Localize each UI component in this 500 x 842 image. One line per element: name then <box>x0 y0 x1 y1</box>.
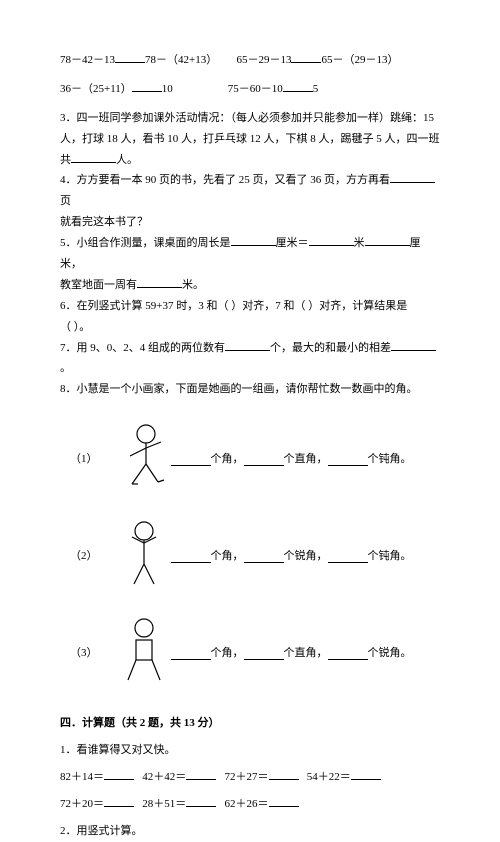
t: 教室地面一周有 <box>60 279 137 291</box>
blank <box>269 795 299 807</box>
q3-l1: 3．四一班同学参加课外活动情况：（每人必须参加并只能参加一样）跳绳：15 <box>60 108 440 129</box>
q3-l3: 共 人。 <box>60 150 440 171</box>
blank <box>137 276 182 288</box>
t: 页 <box>60 195 71 207</box>
t: 62＋26＝ <box>225 798 269 810</box>
blank <box>391 339 436 351</box>
t: 42＋42＝ <box>142 771 186 783</box>
blank <box>390 171 435 183</box>
eq-line-2: 36－（25+11） 10 75－60－10 5 <box>60 79 440 100</box>
t: 共 <box>60 154 71 166</box>
figure-2: （2） 个角， 个锐角， 个钝角。 <box>60 519 440 594</box>
eq-line-1: 78－42－13 78－（42+13） 65－29－13 65－（29－13） <box>60 50 440 71</box>
q7: 7．用 9、0、2、4 组成的两位数有 个，最大的和最小的相差。 <box>60 338 440 380</box>
blank <box>244 454 284 466</box>
blank <box>104 768 134 780</box>
eq2b: 10 <box>162 83 173 95</box>
q8: 8．小慧是一个小画家，下面是她画的一组画，请你帮忙数一数画中的角。 <box>60 379 440 400</box>
blank <box>171 454 211 466</box>
t: 人。 <box>116 154 138 166</box>
eq1d: 65－（29－13） <box>321 54 398 66</box>
eq1c: 65－29－13 <box>236 54 291 66</box>
blank <box>328 648 368 660</box>
blank <box>283 80 313 92</box>
q3-l2: 人，打球 18 人，看书 10 人，打乒乓球 12 人，下棋 8 人，踢毽子 5… <box>60 129 440 150</box>
t: 82＋14＝ <box>60 771 104 783</box>
eq2c: 75－60－10 <box>228 83 283 95</box>
fig3-label: （3） <box>70 643 98 664</box>
section-4-title: 四．计算题（共 2 题，共 13 分） <box>60 713 440 734</box>
t: 。 <box>60 362 71 374</box>
blank <box>269 768 299 780</box>
t: 个直角， <box>284 449 328 470</box>
figure-3: （3） 个角， 个直角， 个锐角。 <box>60 616 440 691</box>
t: 7．用 9、0、2、4 组成的两位数有 <box>60 342 225 354</box>
t: 72＋27＝ <box>225 771 269 783</box>
blank <box>132 80 162 92</box>
stick-figure-2-icon <box>116 519 171 594</box>
eq2d: 5 <box>313 83 319 95</box>
blank <box>328 454 368 466</box>
t: 个角， <box>211 643 244 664</box>
t: 厘米＝ <box>276 237 309 249</box>
q3: 3．四一班同学参加课外活动情况：（每人必须参加并只能参加一样）跳绳：15 人，打… <box>60 108 440 171</box>
t: 米 <box>354 237 365 249</box>
t: 个钝角。 <box>368 546 412 567</box>
q5-l1: 5．小组合作测量，课桌面的周长是厘米＝米厘米， <box>60 233 440 275</box>
q4-l2: 就看完这本书了？ <box>60 212 440 233</box>
blank <box>231 234 276 246</box>
blank <box>365 234 410 246</box>
t: 米。 <box>182 279 204 291</box>
eq1a: 78－42－13 <box>60 54 115 66</box>
blank <box>351 768 381 780</box>
fig1-label: （1） <box>70 449 98 470</box>
t: 28＋51＝ <box>142 798 186 810</box>
q6: 6．在列竖式计算 59+37 时，3 和（ ）对齐，7 和（ ）对齐，计算结果是… <box>60 296 440 338</box>
calc1-title: 1．看谁算得又对又快。 <box>60 740 440 761</box>
blank <box>309 234 354 246</box>
blank <box>225 339 270 351</box>
t: 个锐角。 <box>368 643 412 664</box>
fig2-label: （2） <box>70 546 98 567</box>
blank <box>244 648 284 660</box>
q6-l2: （ ）。 <box>60 317 440 338</box>
blank <box>328 551 368 563</box>
calc-row-1: 82＋14＝ 42＋42＝ 72＋27＝ 54＋22＝ <box>60 767 440 788</box>
q4: 4．方方要看一本 90 页的书，先看了 25 页，又看了 36 页，方方再看页 … <box>60 170 440 233</box>
blank <box>186 795 216 807</box>
eq1b: 78－（42+13） <box>145 54 217 66</box>
blank <box>186 768 216 780</box>
blank <box>291 51 321 63</box>
stick-figure-3-icon <box>116 616 171 691</box>
t: 个角， <box>211 546 244 567</box>
q5-l2: 教室地面一周有 米。 <box>60 275 440 296</box>
q6-l1: 6．在列竖式计算 59+37 时，3 和（ ）对齐，7 和（ ）对齐，计算结果是 <box>60 296 440 317</box>
stick-figure-1-icon <box>116 422 171 497</box>
calc2-title: 2．用竖式计算。 <box>60 821 440 842</box>
t: 个钝角。 <box>368 449 412 470</box>
t: 5．小组合作测量，课桌面的周长是 <box>60 237 231 249</box>
t: 个角， <box>211 449 244 470</box>
blank <box>104 795 134 807</box>
eq2a: 36－（25+11） <box>60 83 132 95</box>
t: 个直角， <box>284 643 328 664</box>
t: 72＋20＝ <box>60 798 104 810</box>
blank <box>115 51 145 63</box>
blank <box>171 648 211 660</box>
t: 54＋22＝ <box>307 771 351 783</box>
blank <box>71 151 116 163</box>
q4-l1: 4．方方要看一本 90 页的书，先看了 25 页，又看了 36 页，方方再看页 <box>60 170 440 212</box>
figure-1: （1） 个角， 个直角， 个钝角。 <box>60 422 440 497</box>
t: 4．方方要看一本 90 页的书，先看了 25 页，又看了 36 页，方方再看 <box>60 174 390 186</box>
t: 个锐角， <box>284 546 328 567</box>
blank <box>171 551 211 563</box>
blank <box>244 551 284 563</box>
t: 个，最大的和最小的相差 <box>270 342 391 354</box>
q5: 5．小组合作测量，课桌面的周长是厘米＝米厘米， 教室地面一周有米。 <box>60 233 440 296</box>
calc-row-2: 72＋20＝ 28＋51＝ 62＋26＝ <box>60 794 440 815</box>
